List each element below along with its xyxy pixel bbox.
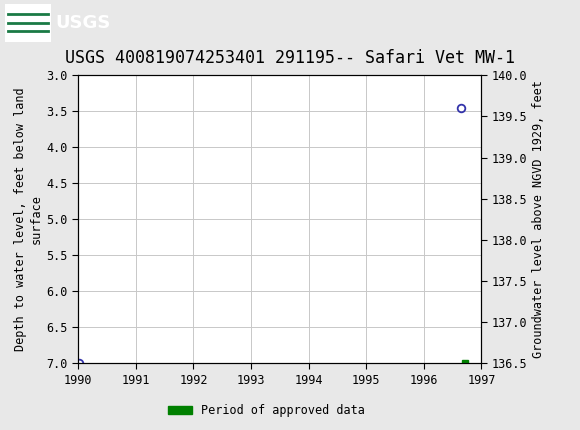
Text: USGS 400819074253401 291195-- Safari Vet MW-1: USGS 400819074253401 291195-- Safari Vet…: [65, 49, 515, 68]
FancyBboxPatch shape: [5, 3, 51, 42]
Text: USGS: USGS: [56, 14, 111, 31]
Legend: Period of approved data: Period of approved data: [164, 399, 370, 422]
Y-axis label: Groundwater level above NGVD 1929, feet: Groundwater level above NGVD 1929, feet: [532, 80, 545, 358]
Y-axis label: Depth to water level, feet below land
surface: Depth to water level, feet below land su…: [14, 87, 42, 351]
